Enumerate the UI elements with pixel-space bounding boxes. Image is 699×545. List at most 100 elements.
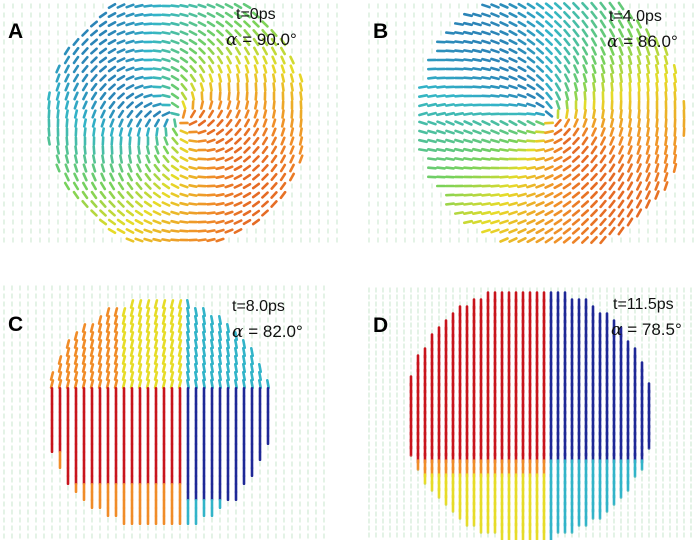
dipole-arrow (113, 371, 119, 381)
dipole-arrow (245, 91, 249, 101)
dipole-arrow (250, 371, 254, 381)
dipole-arrow (73, 82, 79, 92)
dipole-arrow (298, 73, 304, 83)
dipole-arrow (590, 200, 598, 208)
dipole-arrow (125, 12, 135, 18)
dipole-arrow (261, 28, 269, 38)
dipole-arrow (472, 157, 482, 161)
dipole-arrow (572, 37, 580, 47)
dipole-arrow (57, 379, 63, 389)
dipole-arrow (218, 363, 222, 373)
dipole-arrow (169, 315, 175, 325)
dipole-arrow (599, 235, 607, 245)
dipole-arrow (226, 363, 230, 373)
dipole-arrow (179, 21, 189, 27)
dipole-arrow (581, 127, 589, 137)
dipole-arrow (126, 191, 134, 199)
dipole-arrow (179, 201, 189, 207)
dipole-arrow (202, 363, 206, 373)
dipole-arrow (218, 355, 222, 365)
dipole-arrow (526, 210, 536, 216)
dipole-arrow (152, 237, 162, 243)
dipole-arrow (134, 237, 144, 243)
dipole-arrow (508, 175, 518, 179)
dipole-arrow (117, 200, 125, 208)
dipole-arrow (609, 55, 615, 65)
dipole-arrow (463, 103, 473, 107)
dipole-arrow (154, 145, 160, 155)
dipole-arrow (252, 173, 261, 181)
dipole-arrow (526, 74, 536, 82)
dipole-arrow (499, 237, 509, 243)
dipole-arrow (125, 3, 135, 9)
dipole-arrow (252, 127, 260, 137)
dipole-arrow (57, 371, 63, 381)
dipole-arrow (83, 118, 87, 128)
dipole-arrow (89, 323, 95, 333)
dipole-arrow (199, 100, 205, 110)
dipole-arrow (254, 91, 258, 101)
dipole-arrow (215, 20, 225, 28)
dipole-arrow (134, 93, 144, 99)
dipole-arrow (562, 227, 572, 235)
dipole-arrow (626, 172, 634, 182)
dipole-arrow (116, 39, 126, 45)
dipole-arrow (161, 57, 171, 63)
dipole-arrow (617, 199, 625, 209)
dipole-arrow (544, 129, 554, 135)
dipole-arrow (73, 355, 79, 365)
dipole-arrow (572, 146, 580, 154)
dipole-arrow (97, 331, 103, 341)
dipole-arrow (472, 120, 482, 126)
dipole-arrow (526, 120, 536, 126)
alpha-symbol: α (607, 32, 619, 52)
dipole-arrow (608, 172, 616, 182)
dipole-arrow (202, 306, 206, 318)
dipole-arrow (526, 192, 536, 198)
dipole-arrow (236, 73, 240, 83)
dipole-arrow (508, 129, 518, 135)
dipole-arrow (590, 1, 598, 11)
dipole-arrow (186, 347, 190, 357)
dipole-arrow (535, 120, 545, 126)
panel-d: D t=11.5ps α = 78.5° (365, 280, 699, 540)
dipole-arrow (82, 109, 88, 119)
dipole-arrow (177, 315, 183, 325)
dipole-arrow (242, 209, 252, 217)
dipole-arrow (188, 47, 198, 55)
dipole-arrow (245, 73, 249, 83)
dipole-arrow (121, 363, 127, 373)
dipole-arrow (590, 19, 598, 29)
dipole-arrow (170, 48, 180, 54)
dipole-arrow (472, 21, 482, 27)
dipole-arrow (562, 200, 572, 208)
dipole-arrow (581, 182, 589, 190)
dipole-arrow (271, 55, 277, 65)
dipole-arrow (436, 94, 446, 98)
dipole-arrow (163, 136, 169, 146)
dipole-arrow (535, 11, 545, 19)
dipole-arrow (117, 181, 125, 191)
dipole-arrow (105, 339, 111, 349)
dipole-arrow (490, 94, 500, 98)
dipole-arrow (599, 163, 607, 173)
dipole-arrow (107, 47, 117, 55)
dipole-arrow (144, 118, 152, 128)
dipole-arrow (261, 173, 269, 181)
dipole-arrow (535, 210, 545, 216)
dipole-arrow (289, 154, 295, 164)
dipole-arrow (592, 82, 596, 92)
dipole-arrow (242, 191, 252, 199)
dipole-arrow (235, 109, 241, 119)
dipole-arrow (210, 371, 214, 381)
dipole-arrow (218, 322, 222, 334)
dipole-arrow (116, 21, 126, 27)
dipole-arrow (252, 146, 260, 154)
dipole-arrow (426, 76, 437, 80)
dipole-arrow (472, 30, 482, 36)
dipole-arrow (554, 82, 562, 92)
dipole-arrow (197, 119, 207, 127)
dipole-arrow (242, 363, 246, 373)
dipole-arrow (116, 83, 126, 91)
dipole-arrow (99, 83, 107, 91)
